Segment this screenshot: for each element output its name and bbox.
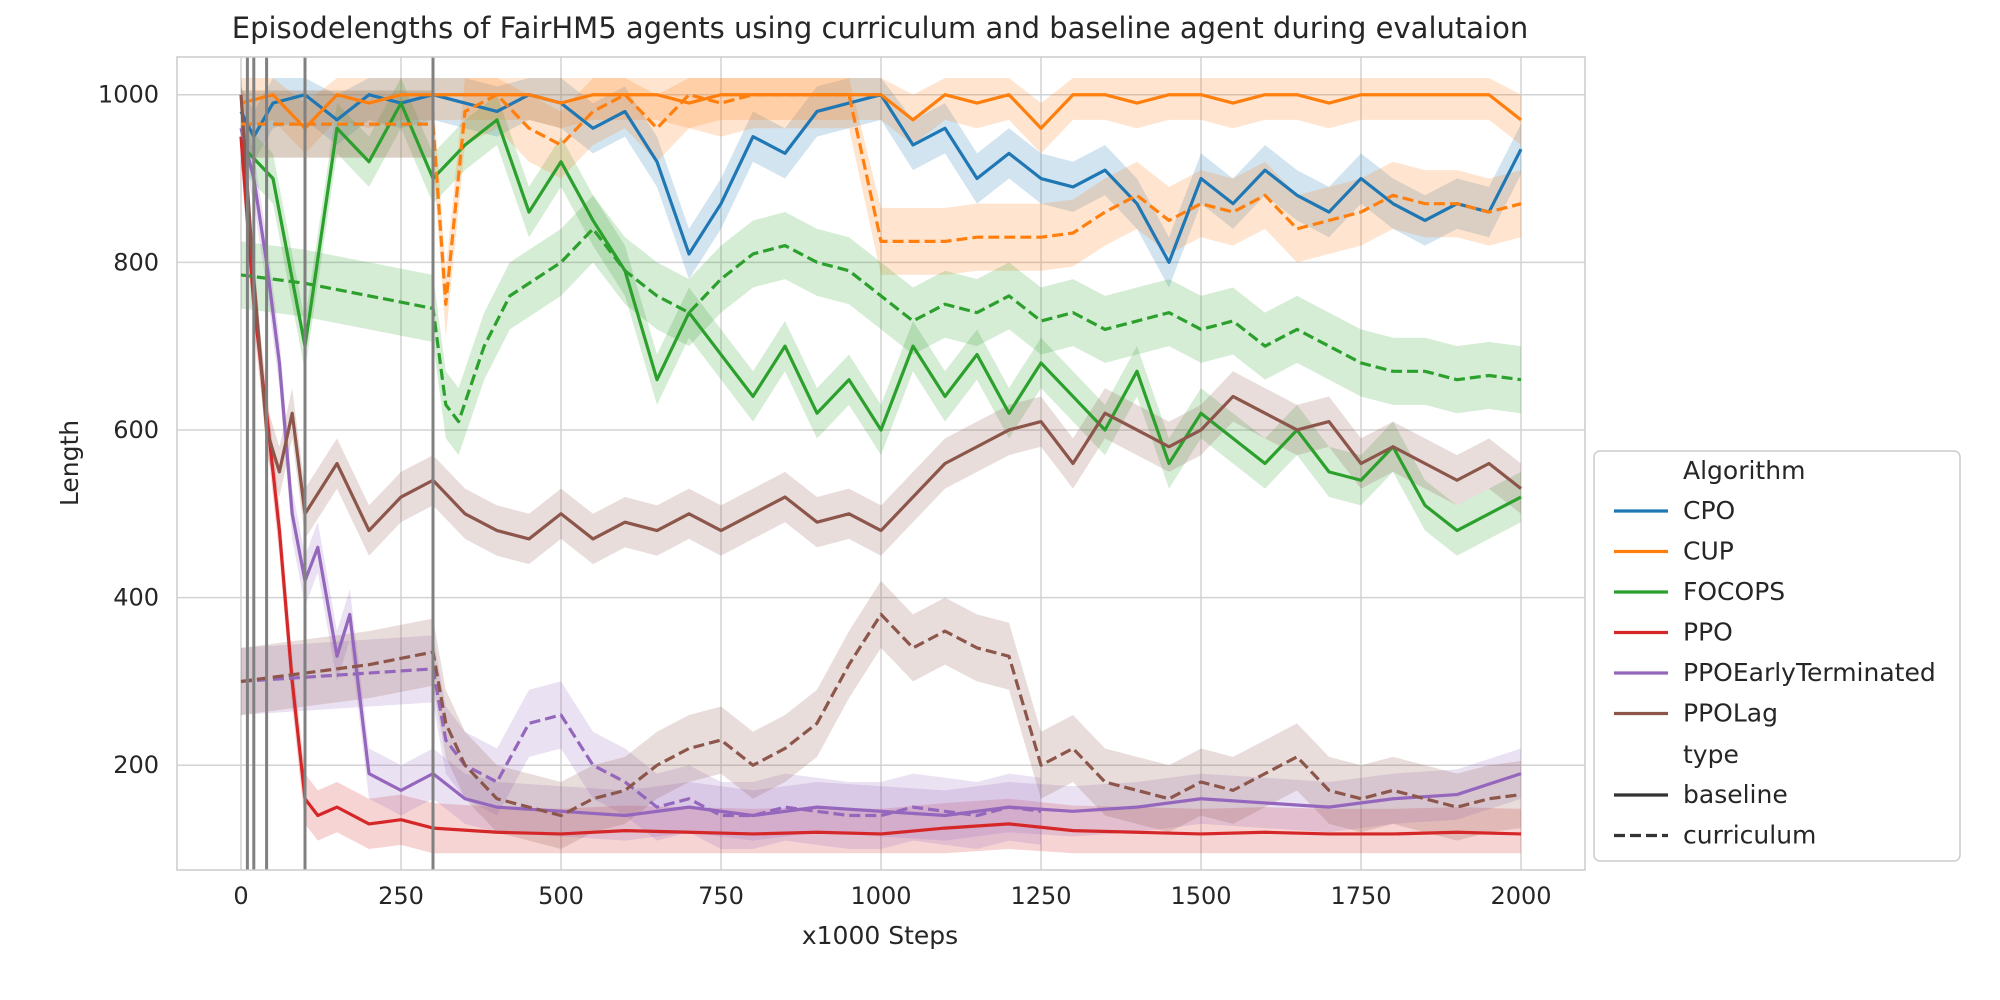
line-ppoearlyterminated-baseline bbox=[239, 127, 1522, 818]
series-lines bbox=[239, 93, 1523, 836]
line-ppolag-curriculum bbox=[240, 612, 1522, 818]
x-tick-label: 500 bbox=[538, 882, 584, 910]
legend-box bbox=[1593, 450, 1961, 862]
legend-label: CPO bbox=[1683, 496, 1735, 525]
legend-label: CUP bbox=[1683, 537, 1734, 566]
x-tick-label: 1750 bbox=[1330, 882, 1391, 910]
y-tick-label: 400 bbox=[113, 584, 159, 612]
y-tick-label: 1000 bbox=[98, 81, 159, 109]
legend-label: PPOLag bbox=[1683, 699, 1778, 728]
x-tick-label: 0 bbox=[233, 882, 248, 910]
legend-title-type: type bbox=[1683, 740, 1739, 769]
line-cup-curriculum bbox=[241, 93, 1522, 306]
x-tick-label: 1250 bbox=[1010, 882, 1071, 910]
chart-title: Episodelengths of FairHM5 agents using c… bbox=[232, 11, 1528, 45]
x-tick-label: 2000 bbox=[1490, 882, 1551, 910]
x-tick-label: 750 bbox=[698, 882, 744, 910]
band-ppolag-baseline bbox=[241, 77, 1521, 565]
legend: Algorithm CPO CUP FOCOPS PPO PPOEarlyTermina… bbox=[1593, 450, 1961, 862]
y-tick-label: 200 bbox=[113, 751, 159, 779]
legend-label: PPO bbox=[1683, 618, 1733, 647]
band-cpo-baseline bbox=[241, 77, 1521, 288]
line-focops-baseline bbox=[239, 101, 1522, 533]
legend-style-label: baseline bbox=[1683, 780, 1788, 809]
x-axis-label: x1000 Steps bbox=[802, 921, 958, 950]
line-cup-baseline bbox=[240, 93, 1522, 130]
y-tick-label: 600 bbox=[113, 416, 159, 444]
line-ppoearlyterminated-curriculum bbox=[240, 667, 1042, 818]
y-axis-label: Length bbox=[55, 420, 84, 506]
line-ppo-baseline bbox=[239, 136, 1522, 836]
legend-label: PPOEarlyTerminated bbox=[1683, 658, 1936, 687]
band-cup-baseline bbox=[241, 77, 1521, 154]
x-axis-ticks: 0 250 500 750 1000 1250 1500 1750 2000 bbox=[233, 882, 1551, 910]
x-tick-label: 250 bbox=[378, 882, 424, 910]
line-ppolag-baseline bbox=[239, 94, 1522, 541]
x-tick-label: 1500 bbox=[1170, 882, 1231, 910]
plot-frame bbox=[176, 56, 1586, 871]
legend-label: FOCOPS bbox=[1683, 577, 1785, 606]
legend-title-algorithm: Algorithm bbox=[1683, 456, 1805, 485]
x-tick-label: 1000 bbox=[850, 882, 911, 910]
y-axis-ticks: 200 400 600 800 1000 bbox=[98, 81, 159, 780]
y-tick-label: 800 bbox=[113, 248, 159, 276]
band-cup-curriculum bbox=[241, 77, 1521, 338]
band-focops-baseline bbox=[241, 77, 1521, 556]
curriculum-boundary-lines bbox=[245, 57, 435, 870]
legend-style-label: curriculum bbox=[1683, 821, 1816, 850]
line-focops-curriculum bbox=[240, 227, 1522, 424]
